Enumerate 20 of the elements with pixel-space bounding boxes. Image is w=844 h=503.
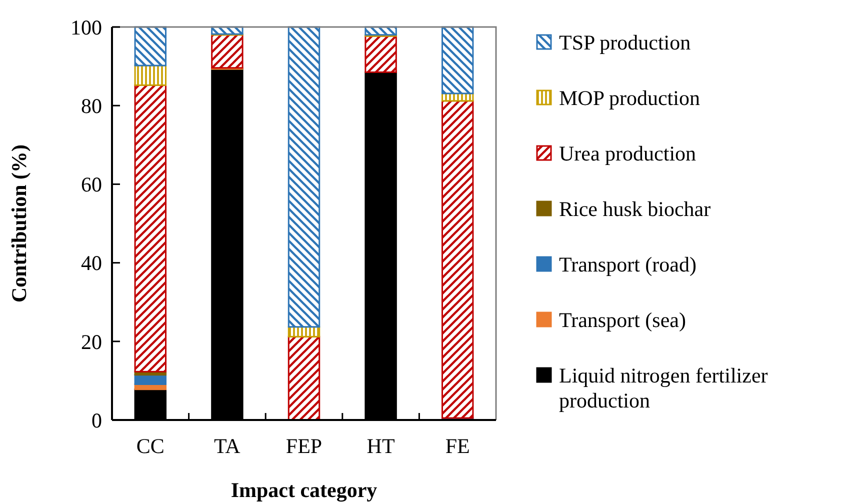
x-tick-label: HT (366, 434, 395, 458)
y-tick-label: 60 (81, 172, 102, 197)
x-tick-label: FE (445, 434, 470, 458)
x-tick-label: FEP (286, 434, 322, 458)
legend-label: Liquid nitrogen fertilizer production (559, 363, 768, 413)
y-tick-label: 80 (81, 94, 102, 118)
x-tick-label: CC (136, 434, 164, 458)
legend-label: MOP production (559, 86, 700, 110)
x-tick-label: TA (214, 434, 242, 458)
y-tick-label: 20 (81, 330, 102, 354)
legend-label: Rice husk biochar (559, 196, 711, 221)
legend-label: TSP production (559, 30, 692, 54)
y-axis-title: Contribution (%) (7, 144, 31, 303)
x-axis-title: Impact category (230, 478, 378, 502)
y-tick-label: 0 (92, 408, 102, 432)
y-tick-label: 40 (81, 251, 102, 276)
legend-label: Transport (road) (559, 252, 696, 276)
y-tick-label: 100 (70, 15, 102, 40)
legend-label: Transport (sea) (559, 308, 686, 332)
legend-label: Urea production (559, 141, 697, 166)
